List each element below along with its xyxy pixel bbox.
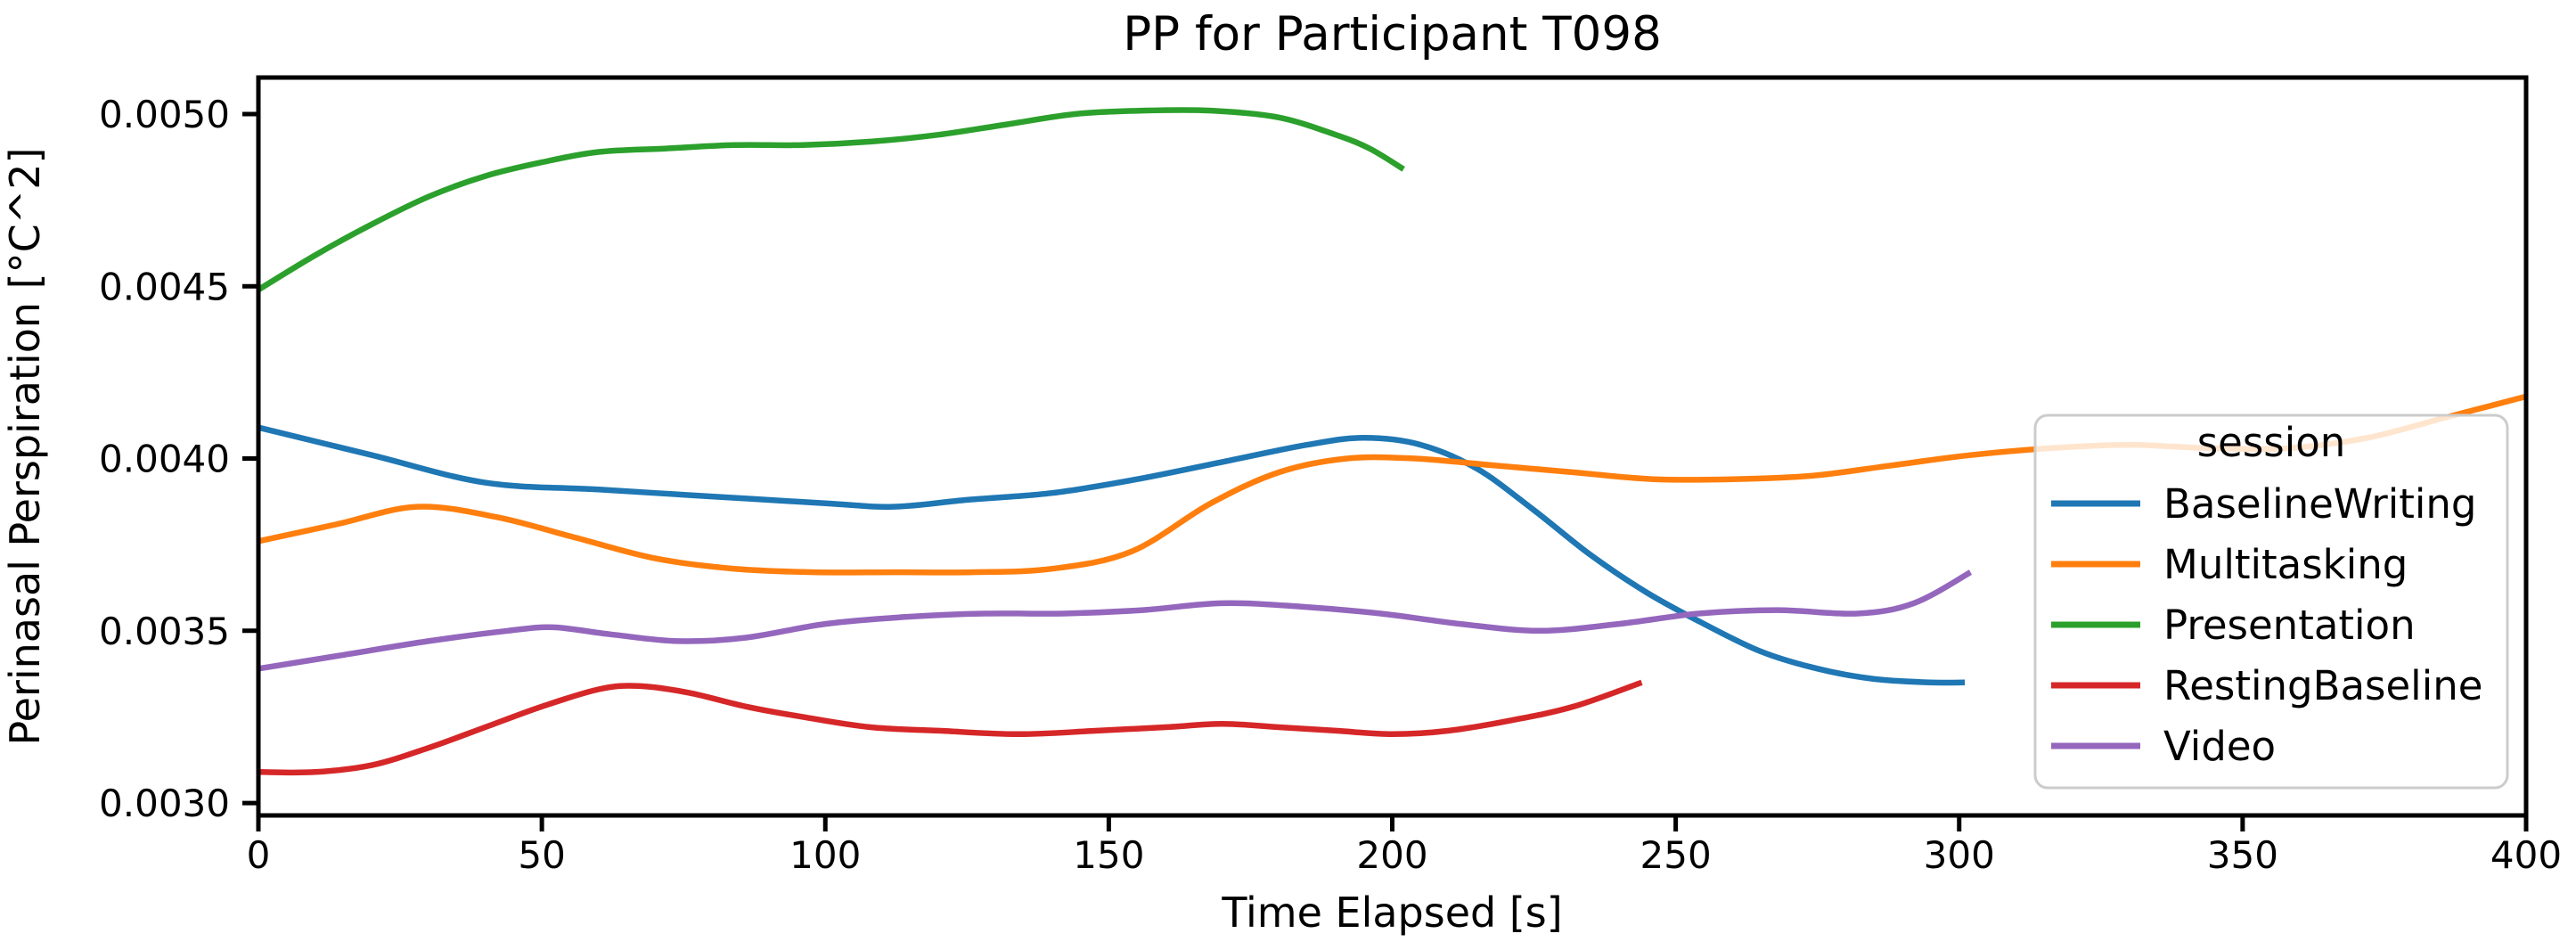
legend-label: RestingBaseline	[2163, 662, 2482, 709]
series-line-Video	[258, 569, 1973, 672]
y-tick-label: 0.0045	[99, 265, 230, 308]
legend-entry-Video: Video	[2051, 723, 2276, 770]
x-tick-label: 400	[2490, 833, 2562, 877]
y-tick-label: 0.0035	[99, 610, 230, 653]
legend-entry-RestingBaseline: RestingBaseline	[2051, 662, 2482, 709]
series-line-BaselineWriting	[258, 424, 1966, 686]
x-tick-label: 200	[1356, 833, 1427, 877]
y-tick-label: 0.0050	[99, 93, 230, 136]
y-axis: 0.0030 0.0035 0.0040 0.0045 0.0050	[99, 93, 258, 825]
x-axis: 0 50 100 150 200 250 300 350 400	[247, 815, 2562, 877]
x-tick-label: 50	[518, 833, 565, 877]
y-tick-label: 0.0030	[99, 782, 230, 825]
x-tick-label: 350	[2207, 833, 2278, 877]
legend-label: Video	[2163, 723, 2276, 770]
legend-label: Presentation	[2163, 602, 2416, 649]
x-tick-label: 250	[1640, 833, 1712, 877]
y-axis-label: Perinasal Perspiration [°C^2]	[1, 148, 49, 746]
chart-title: PP for Participant T098	[1123, 7, 1662, 61]
x-tick-label: 300	[1924, 833, 1995, 877]
series-line-RestingBaseline	[258, 679, 1643, 776]
legend-entry-Presentation: Presentation	[2051, 602, 2416, 649]
x-tick-label: 100	[789, 833, 861, 877]
legend-entry-BaselineWriting: BaselineWriting	[2051, 480, 2477, 528]
series-line-Presentation	[257, 107, 1405, 292]
x-tick-label: 150	[1073, 833, 1144, 877]
y-tick-label: 0.0040	[99, 438, 230, 481]
legend-label: Multitasking	[2163, 541, 2408, 588]
x-tick-label: 0	[247, 833, 271, 877]
legend-entry-Multitasking: Multitasking	[2051, 541, 2408, 588]
legend-label: BaselineWriting	[2163, 480, 2477, 528]
legend-title: session	[2197, 419, 2346, 466]
legend: session BaselineWriting Multitasking Presen…	[2033, 414, 2509, 790]
legend-frame	[2033, 414, 2509, 790]
x-axis-label: Time Elapsed [s]	[1221, 889, 1562, 937]
